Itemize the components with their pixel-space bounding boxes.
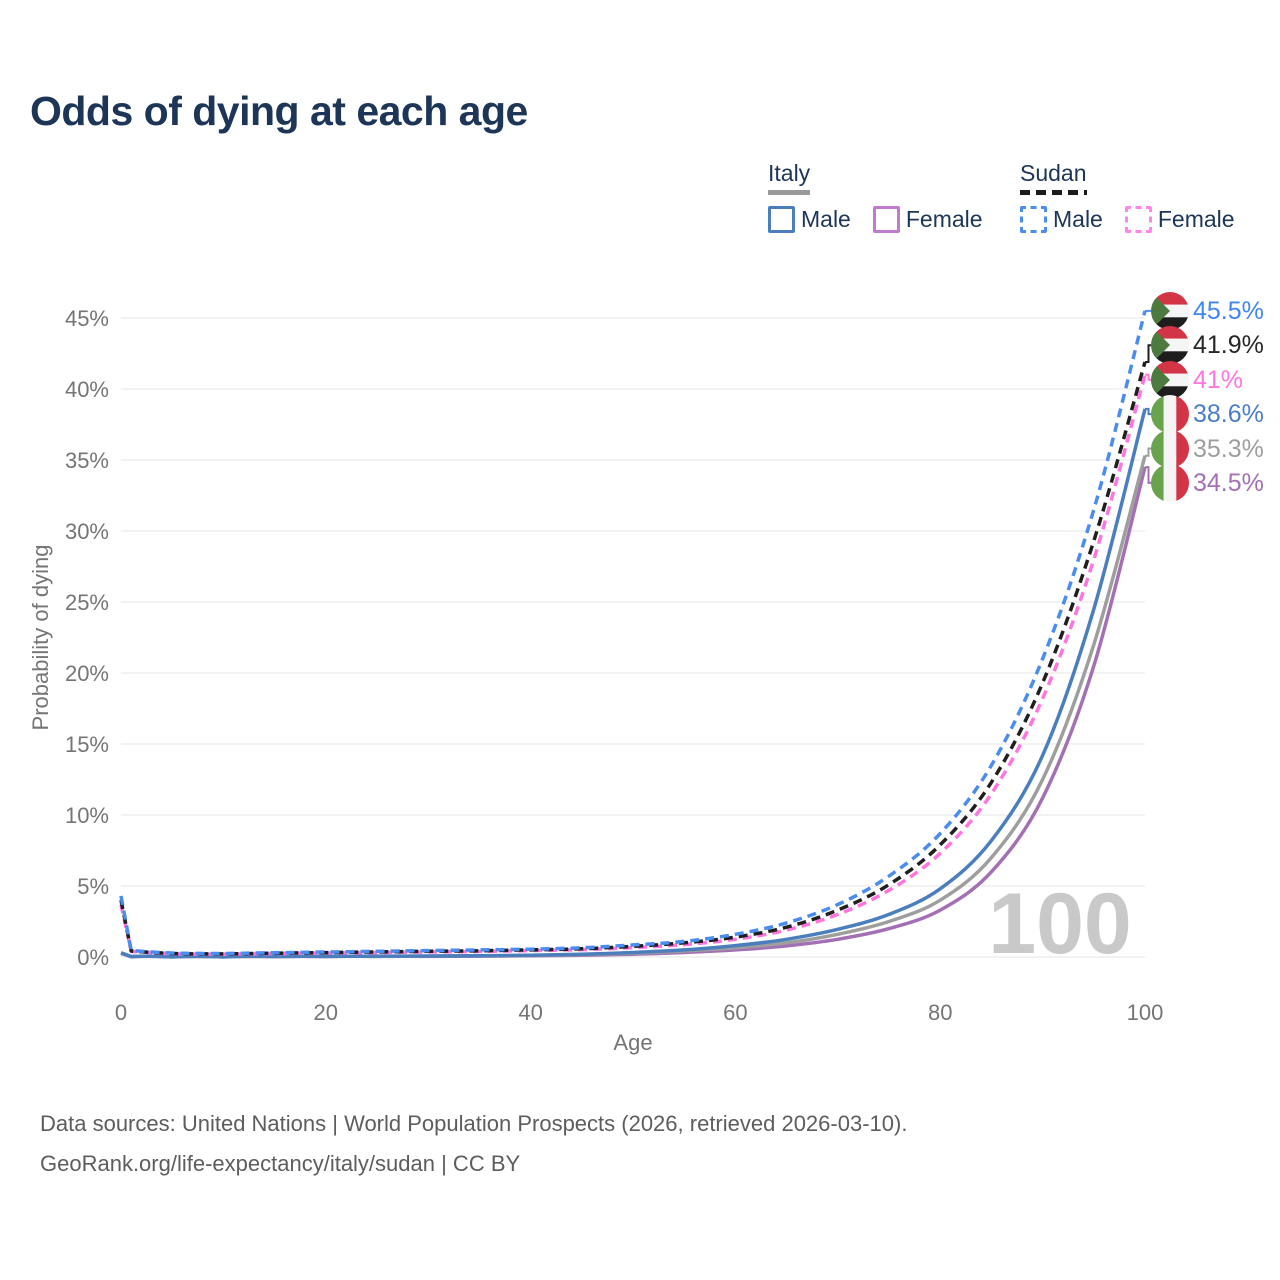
label-connector-italy-both-sexes (1145, 447, 1152, 457)
page-title: Odds of dying at each age (30, 88, 528, 134)
y-tick-15%: 15% (65, 732, 109, 757)
x-tick-100: 100 (1127, 1000, 1164, 1025)
series-line-sudan-male[interactable] (119, 310, 1147, 956)
y-tick-45%: 45% (65, 306, 109, 331)
data-sources-line2: GeoRank.org/life-expectancy/italy/sudan … (40, 1151, 521, 1176)
x-tick-60: 60 (723, 1000, 747, 1025)
legend-header-sudan-label: Sudan (1020, 160, 1087, 186)
age-counter-watermark: 100 (988, 876, 1132, 972)
sudan-male-checkbox[interactable] (1020, 206, 1047, 233)
series-line-sudan-female[interactable] (119, 374, 1147, 956)
legend-sudan-male[interactable]: Male (1020, 206, 1103, 233)
y-tick-25%: 25% (65, 590, 109, 615)
y-tick-10%: 10% (65, 803, 109, 828)
y-tick-0%: 0% (77, 945, 109, 970)
y-tick-40%: 40% (65, 377, 109, 402)
legend-header-italy[interactable]: Italy (768, 160, 811, 195)
sudan-female-checkbox[interactable] (1124, 206, 1152, 233)
sudan-dashed-line-swatch (1020, 190, 1087, 195)
data-sources-line1: Data sources: United Nations | World Pop… (40, 1111, 908, 1136)
legend-italy-female-label: Female (905, 206, 983, 232)
legend-sudan-female[interactable]: Female (1124, 206, 1235, 233)
label-connector-italy-male (1145, 407, 1152, 416)
y-tick-5%: 5% (77, 874, 109, 899)
legend-sudan-female-label: Female (1157, 206, 1235, 232)
x-tick-0: 0 (115, 1000, 127, 1025)
y-axis-label: Probability of dying (28, 545, 53, 731)
legend-italy-male-label: Male (801, 206, 851, 232)
x-tick-80: 80 (928, 1000, 952, 1025)
italy-female-checkbox[interactable] (872, 206, 900, 233)
y-tick-20%: 20% (65, 661, 109, 686)
legend-italy-male[interactable]: Male (768, 206, 851, 233)
series-line-sudan-both-sexes[interactable] (119, 361, 1147, 956)
legend-group-italy: Italy Male Female (768, 160, 983, 233)
legend-header-sudan[interactable]: Sudan (1020, 160, 1087, 195)
legend-italy-female[interactable]: Female (872, 206, 983, 233)
series-line-italy-male[interactable] (120, 408, 1147, 959)
x-axis-label: Age (613, 1030, 652, 1055)
legend-sudan-male-label: Male (1053, 206, 1103, 232)
italy-solid-line-swatch (768, 190, 811, 195)
legend-header-italy-label: Italy (768, 160, 811, 186)
label-connector-sudan-both-sexes (1145, 344, 1152, 363)
italy-male-checkbox[interactable] (768, 206, 795, 233)
x-tick-20: 20 (314, 1000, 338, 1025)
label-connector-sudan-female (1145, 373, 1152, 381)
label-connector-italy-female (1145, 466, 1152, 484)
x-tick-40: 40 (518, 1000, 542, 1025)
y-tick-35%: 35% (65, 448, 109, 473)
legend-group-sudan: Sudan Male Female (1020, 160, 1235, 233)
y-tick-30%: 30% (65, 519, 109, 544)
data-sources: Data sources: United Nations | World Pop… (40, 1104, 907, 1184)
